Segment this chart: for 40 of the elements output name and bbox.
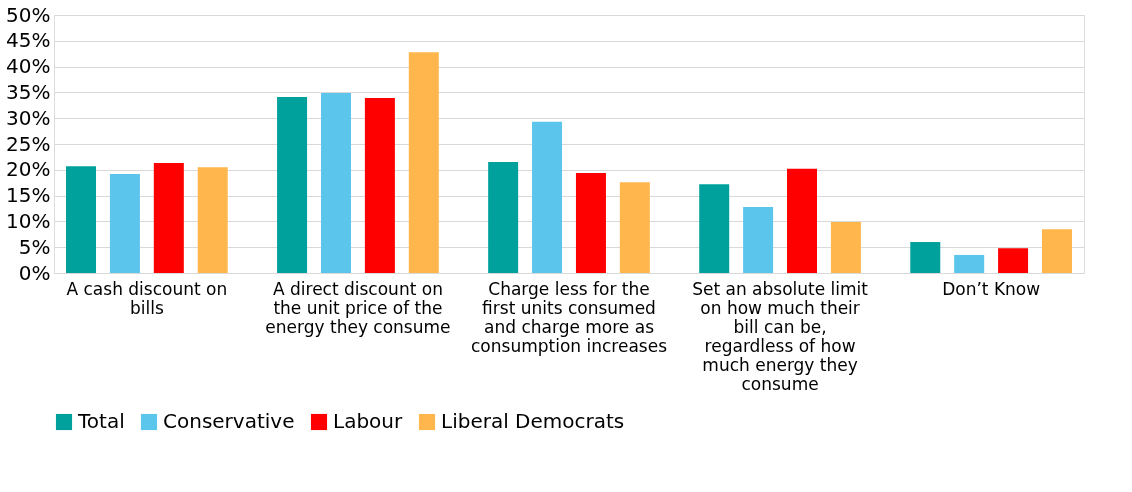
- y-tick-label: 50%: [6, 2, 51, 27]
- bar: [619, 182, 650, 273]
- bar: [320, 92, 351, 273]
- y-tick-label: 45%: [6, 28, 51, 53]
- bar: [575, 172, 606, 273]
- y-tick-label: 20%: [6, 157, 51, 182]
- y-tick-label: 0%: [18, 260, 51, 285]
- bar: [109, 173, 140, 273]
- bar: [1041, 229, 1072, 273]
- bar: [197, 167, 228, 273]
- x-tick-label: Don’t Know: [942, 278, 1041, 299]
- x-tick-label: A cash discount on bills: [66, 278, 228, 318]
- legend-label: Total: [77, 409, 125, 433]
- bar: [488, 162, 519, 273]
- y-tick-label: 15%: [6, 183, 51, 208]
- bar: [998, 248, 1029, 273]
- y-tick-label: 30%: [6, 105, 51, 130]
- y-tick-label: 40%: [6, 54, 51, 79]
- bar: [153, 163, 184, 273]
- bar: [532, 121, 563, 273]
- bar: [954, 254, 985, 273]
- bar: [364, 98, 395, 273]
- y-tick-label: 35%: [6, 79, 51, 104]
- bar: [408, 52, 439, 273]
- x-tick-label: A direct discount on the unit price of the energy they consume: [265, 278, 451, 337]
- bar: [830, 221, 861, 273]
- bar: [277, 97, 308, 273]
- legend-label: Liberal Democrats: [441, 409, 625, 433]
- y-tick-label: 10%: [6, 208, 51, 233]
- bar: [66, 166, 97, 273]
- x-tick-label: Set an absolute limit on how much their bill can be, regardless of how much energy they consume: [692, 278, 869, 394]
- legend-label: Conservative: [163, 409, 295, 433]
- bar: [743, 206, 774, 273]
- bar: [910, 242, 941, 273]
- y-tick-label: 25%: [6, 131, 51, 156]
- bar: [699, 184, 730, 273]
- legend-label: Labour: [333, 409, 404, 433]
- bar: [787, 168, 818, 273]
- y-tick-label: 5%: [18, 234, 51, 259]
- x-tick-label: Charge less for the first units consumed and charge more as consumption increases: [471, 278, 668, 356]
